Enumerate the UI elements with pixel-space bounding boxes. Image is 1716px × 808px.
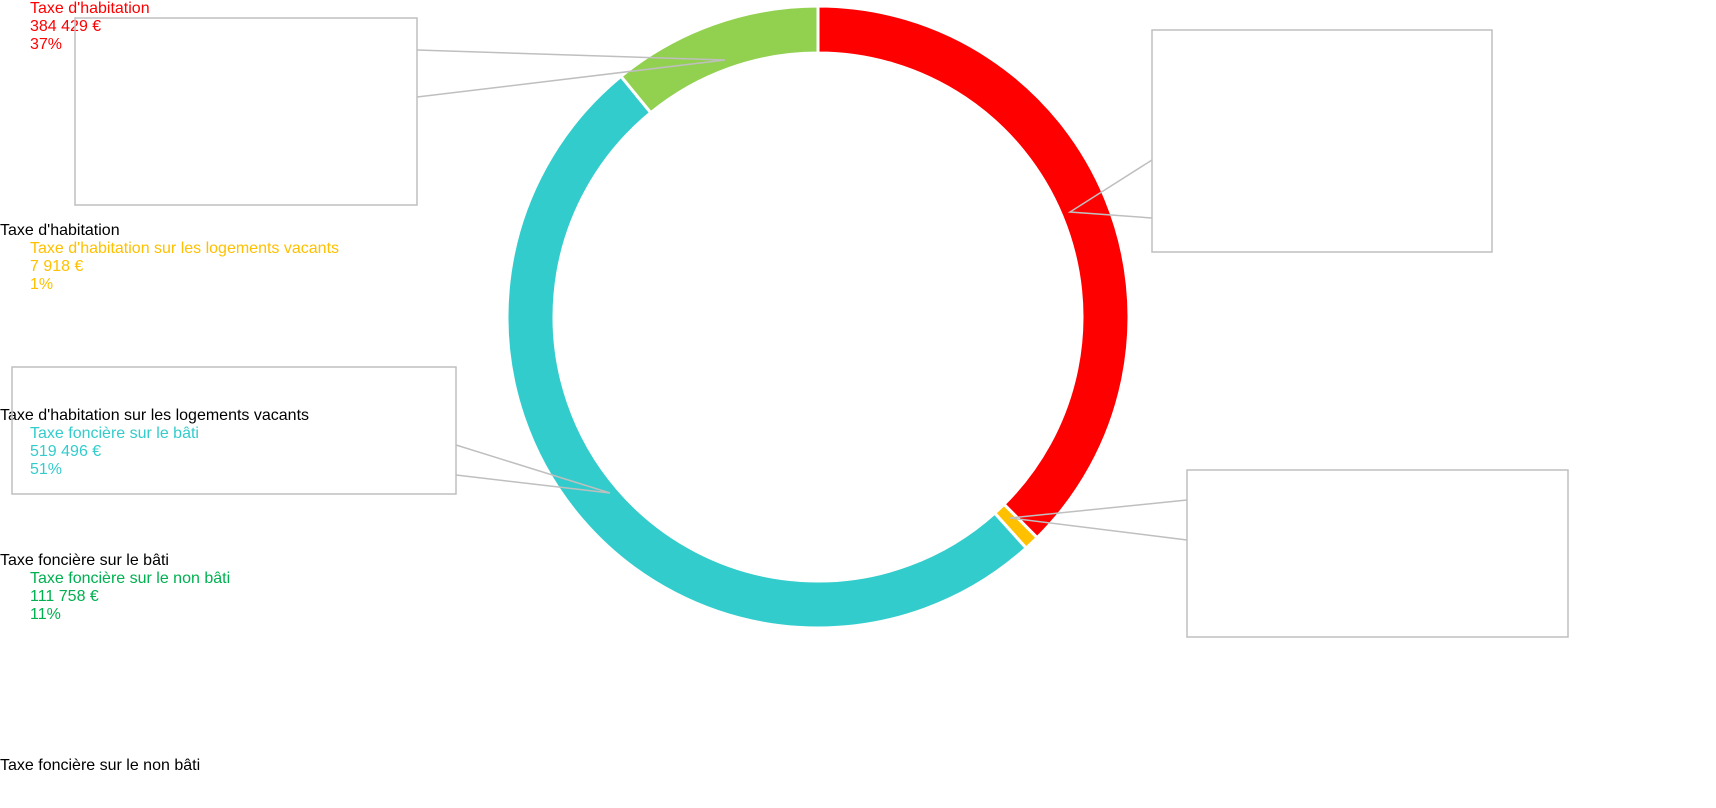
callout-category: Taxe foncière sur le non bâti [30, 570, 231, 587]
callout-percent: 11% [30, 606, 61, 623]
callout-percent: 1% [30, 276, 54, 293]
callout: Taxe d'habitation sur les logements vaca… [0, 240, 441, 407]
legend-label: Taxe foncière sur le bâti [0, 552, 169, 569]
legend-item: Taxe d'habitation sur les logements vaca… [0, 407, 1716, 425]
legend-item: Taxe foncière sur le bâti [0, 552, 1716, 570]
callout-percent: 51% [30, 461, 63, 478]
leader-line [1067, 159, 1153, 219]
callout-percent: 37% [30, 36, 63, 53]
donut-slice [505, 74, 1029, 630]
callout-value: 384 429 € [30, 18, 102, 35]
callout-box [1151, 29, 1493, 253]
callout-box [11, 366, 457, 495]
donut-slice [816, 4, 1131, 540]
callout: Taxe foncière sur le non bâti 111 758 €11… [0, 570, 402, 757]
callout-box [74, 17, 418, 206]
callout-value: 111 758 € [30, 588, 99, 605]
callout-category: Taxe foncière sur le bâti [30, 425, 199, 442]
leader-line [1009, 499, 1188, 541]
callout-category: Taxe d'habitation sur les logements vaca… [30, 240, 340, 257]
legend-label: Taxe d'habitation [0, 222, 120, 239]
legend-label: Taxe d'habitation sur les logements vaca… [0, 407, 310, 424]
legend-item: Taxe foncière sur le non bâti [0, 757, 1716, 775]
leader-line [455, 444, 611, 494]
callout-value: 7 918 € [30, 258, 84, 275]
callout: Taxe d'habitation 384 429 €37% [0, 0, 400, 222]
callout-category: Taxe d'habitation [30, 0, 150, 17]
leader-line [416, 49, 726, 98]
legend-label: Taxe foncière sur le non bâti [0, 757, 201, 774]
legend-item: Taxe d'habitation [0, 222, 1716, 240]
callout-box [1186, 469, 1569, 638]
callout-value: 519 496 € [30, 443, 102, 460]
callout: Taxe foncière sur le bâti 519 496 €51% [0, 425, 504, 552]
